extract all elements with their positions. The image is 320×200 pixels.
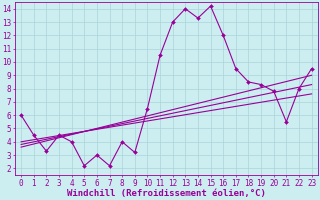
X-axis label: Windchill (Refroidissement éolien,°C): Windchill (Refroidissement éolien,°C) bbox=[67, 189, 266, 198]
